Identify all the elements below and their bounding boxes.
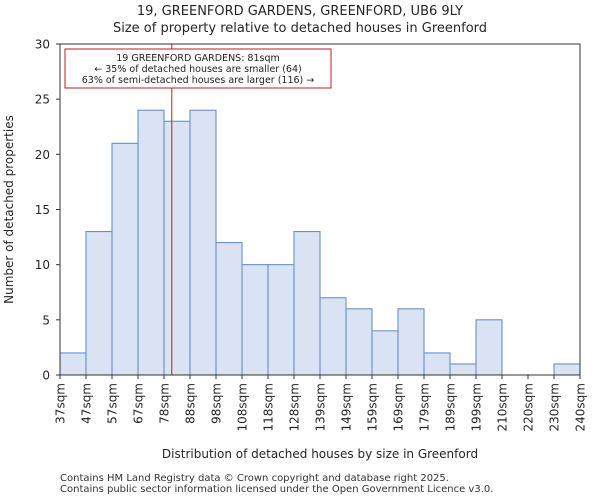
- x-axis-label: Distribution of detached houses by size …: [162, 447, 478, 461]
- bar-199sqm: [475, 319, 503, 376]
- bar-149sqm: [345, 308, 373, 376]
- x-tick-label: 108sqm: [236, 383, 250, 431]
- chart-title: 19, GREENFORD GARDENS, GREENFORD, UB6 9L…: [136, 4, 464, 19]
- x-tick-label: 118sqm: [262, 383, 276, 431]
- y-tick-label: 30: [35, 38, 50, 52]
- x-tick-label: 159sqm: [366, 383, 380, 431]
- x-tick-label: 220sqm: [522, 383, 536, 431]
- bar-108sqm: [241, 264, 269, 376]
- x-tick-label: 98sqm: [210, 383, 224, 424]
- x-tick-label: 67sqm: [132, 383, 146, 424]
- bar-169sqm: [397, 308, 425, 376]
- annotation-line-1: 19 GREENFORD GARDENS: 81sqm: [116, 53, 280, 64]
- y-tick-label: 25: [35, 93, 50, 107]
- x-tick-label: 37sqm: [54, 383, 68, 424]
- x-tick-label: 149sqm: [340, 383, 354, 431]
- bar-67sqm: [137, 109, 165, 376]
- x-tick-label: 128sqm: [288, 383, 302, 431]
- y-tick-label: 10: [35, 258, 50, 272]
- x-tick-label: 78sqm: [158, 383, 172, 424]
- y-tick-label: 5: [42, 313, 50, 327]
- bar-37sqm: [59, 352, 87, 376]
- bar-128sqm: [293, 231, 321, 376]
- x-tick-label: 189sqm: [444, 383, 458, 431]
- y-tick-label: 0: [42, 369, 50, 383]
- bar-189sqm: [449, 363, 477, 376]
- annotation-line-3: 63% of semi-detached houses are larger (…: [82, 75, 315, 86]
- x-tick-label: 210sqm: [496, 383, 510, 431]
- bar-47sqm: [85, 231, 113, 376]
- x-tick-label: 169sqm: [392, 383, 406, 431]
- bar-88sqm: [189, 109, 217, 376]
- bar-179sqm: [423, 352, 451, 376]
- y-tick-label: 15: [35, 203, 50, 217]
- bar-139sqm: [319, 297, 347, 376]
- footer-line-1: Contains HM Land Registry data © Crown c…: [60, 473, 449, 484]
- x-tick-label: 179sqm: [418, 383, 432, 431]
- bar-118sqm: [267, 264, 295, 376]
- y-tick-label: 20: [35, 148, 50, 162]
- bar-78sqm: [163, 120, 191, 376]
- annotation-box: 19 GREENFORD GARDENS: 81sqm ← 35% of det…: [64, 48, 332, 89]
- x-tick-label: 139sqm: [314, 383, 328, 431]
- annotation-line-2: ← 35% of detached houses are smaller (64…: [94, 64, 301, 75]
- x-tick-label: 240sqm: [574, 383, 588, 431]
- bar-57sqm: [111, 142, 139, 376]
- y-axis-label: Number of detached properties: [2, 115, 16, 304]
- bar-230sqm: [553, 363, 581, 376]
- x-tick-label: 47sqm: [80, 383, 94, 424]
- x-tick-label: 199sqm: [470, 383, 484, 431]
- bar-159sqm: [371, 330, 399, 376]
- bar-98sqm: [215, 242, 243, 376]
- x-tick-label: 57sqm: [106, 383, 120, 424]
- chart-subtitle: Size of property relative to detached ho…: [112, 21, 488, 36]
- x-tick-label: 88sqm: [184, 383, 198, 424]
- footer-line-2: Contains public sector information licen…: [60, 484, 494, 495]
- x-tick-label: 230sqm: [548, 383, 562, 431]
